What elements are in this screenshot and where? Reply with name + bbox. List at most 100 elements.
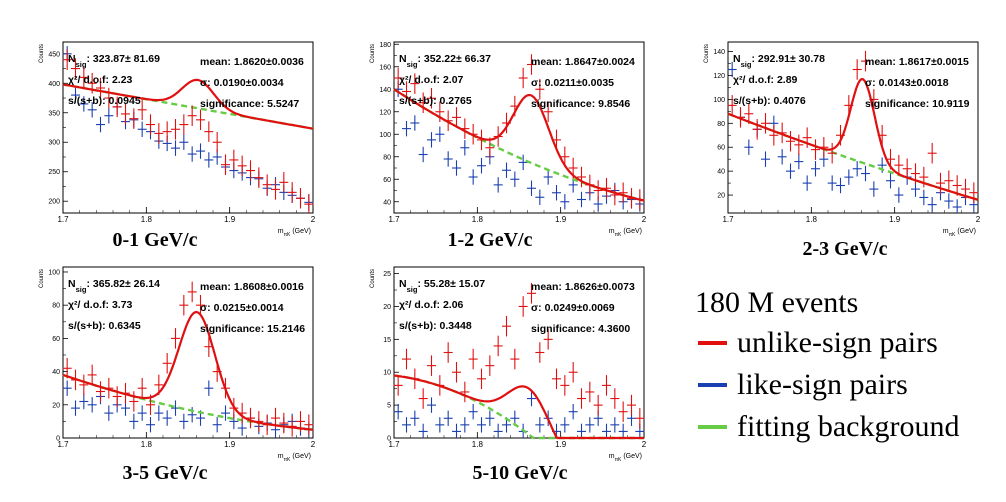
stat-mean: mean: 1.8608±0.0016: [200, 281, 304, 293]
y-tick-label: 160: [379, 64, 391, 71]
y-tick-label: 15: [383, 337, 391, 344]
stat-significance: significance: 9.8546: [531, 98, 630, 110]
signal-fit-curve: [727, 78, 979, 201]
stat-nsig: Nsig: 365.82± 26.14: [68, 278, 160, 294]
x-tick-label: 1.7: [388, 215, 400, 224]
x-tick-label: 1.9: [224, 440, 236, 449]
x-axis-label: mπK (GeV): [278, 453, 311, 463]
x-tick-label: 1.9: [889, 215, 901, 224]
x-tick-label: 1.7: [57, 440, 69, 449]
stat-significance: significance: 10.9119: [865, 98, 970, 110]
plot-panel-2: 40 60 80 100 120 140 160 180 1.7 1.8 1.9 2 Counts mπK…: [370, 41, 647, 251]
y-tick-label: 20: [52, 402, 60, 409]
plot-panel-4: 0 20 40 60 80 100 1.7 1.8 1.9 2 Counts mπK (GeV) Nsi…: [39, 266, 316, 484]
y-tick-label: 60: [52, 336, 60, 343]
y-tick-label: 120: [713, 73, 725, 80]
stat-signal-fraction: s/(s+b): 0.2765: [399, 95, 472, 107]
y-tick-label: 25: [383, 271, 391, 278]
y-tick-label: 400: [48, 81, 60, 88]
y-tick-label: 20: [383, 304, 391, 311]
plot-panel-1: 200 250 300 350 400 450 1.7 1.8 1.9 2 Counts mπK (G…: [39, 41, 316, 251]
panel-caption: 2-3 GeV/c: [803, 238, 888, 260]
x-tick-label: 1.8: [141, 215, 153, 224]
stat-sigma: σ: 0.0249±0.0069: [531, 302, 615, 314]
x-tick-label: 1.7: [57, 215, 69, 224]
plot-panel-5: 0 5 10 15 20 25 1.7 1.8 1.9 2 Counts mπK (GeV) Nsig:…: [370, 266, 647, 484]
panel-caption: 0-1 GeV/c: [113, 229, 198, 251]
stat-sigma: σ: 0.0211±0.0035: [531, 77, 614, 89]
stat-signal-fraction: s/(s+b): 0.4076: [733, 95, 806, 107]
y-tick-label: 10: [383, 370, 391, 377]
y-tick-label: 40: [717, 169, 725, 176]
x-tick-label: 1.7: [722, 215, 734, 224]
stat-nsig: Nsig: 292.91± 30.78: [733, 53, 825, 69]
signal-fit-curve: [62, 310, 314, 431]
stat-significance: significance: 4.3600: [531, 323, 630, 335]
legend-label-1: unlike-sign pairs: [737, 326, 938, 359]
y-tick-label: 350: [48, 110, 60, 117]
x-tick-label: 1.7: [388, 440, 400, 449]
y-tick-label: 200: [48, 199, 60, 206]
stat-sigma: σ: 0.0143±0.0018: [865, 77, 949, 89]
stat-mean: mean: 1.8647±0.0024: [531, 56, 635, 68]
y-tick-label: 60: [717, 145, 725, 152]
x-tick-label: 1.9: [224, 215, 236, 224]
y-tick-label: 60: [383, 177, 391, 184]
stat-significance: significance: 5.5247: [200, 98, 299, 110]
x-axis-label: mπK (GeV): [609, 228, 642, 238]
x-tick-label: 1.8: [472, 215, 484, 224]
y-tick-label: 140: [713, 49, 725, 56]
x-tick-label: 1.8: [472, 440, 484, 449]
signal-fit-curve: [62, 78, 314, 130]
y-tick-label: 100: [713, 97, 725, 104]
plot-frame: [62, 266, 314, 439]
y-axis-label: Counts: [39, 269, 45, 288]
legend: 180 M events unlike-sign pairs like-sign p…: [695, 286, 959, 443]
stat-chi2: χ²/ d.o.f: 2.07: [399, 74, 464, 86]
panel-caption: 5-10 GeV/c: [473, 462, 568, 484]
x-tick-label: 2: [642, 215, 647, 224]
x-tick-label: 1.8: [141, 440, 153, 449]
y-tick-label: 120: [379, 109, 391, 116]
stat-significance: significance: 15.2146: [200, 323, 305, 335]
y-axis-label: Counts: [370, 269, 376, 288]
y-tick-label: 100: [48, 269, 60, 276]
y-tick-label: 80: [717, 121, 725, 128]
stat-chi2: χ²/ d.o.f: 2.89: [733, 74, 798, 86]
stat-signal-fraction: s/(s+b): 0.6345: [68, 320, 141, 332]
x-axis-label: mπK (GeV): [609, 453, 642, 463]
x-tick-label: 2: [311, 440, 316, 449]
stat-sigma: σ: 0.0190±0.0034: [200, 77, 284, 89]
stat-mean: mean: 1.8626±0.0073: [531, 281, 635, 293]
x-tick-label: 1.9: [555, 215, 567, 224]
stat-chi2: χ²/ d.o.f: 2.23: [68, 74, 133, 86]
y-tick-label: 80: [52, 303, 60, 310]
y-axis-label: Counts: [704, 44, 710, 63]
stat-nsig: Nsig: 55.28± 15.07: [399, 278, 485, 294]
x-tick-label: 1.9: [555, 440, 567, 449]
stat-signal-fraction: s/(s+b): 0.0945: [68, 95, 141, 107]
plot-frame: [727, 41, 979, 214]
stat-mean: mean: 1.8617±0.0015: [865, 56, 969, 68]
stat-chi2: χ²/ d.o.f: 2.06: [399, 299, 464, 311]
stat-signal-fraction: s/(s+b): 0.3448: [399, 320, 472, 332]
plot-panel-3: 20 40 60 80 100 120 140 1.7 1.8 1.9 2 Counts mπK (Ge…: [704, 41, 981, 260]
legend-label-3: fitting background: [737, 410, 959, 443]
x-axis-label: mπK (GeV): [943, 228, 976, 238]
y-tick-label: 0: [387, 436, 391, 443]
signal-fit-curve: [393, 374, 644, 440]
y-tick-label: 250: [48, 169, 60, 176]
x-tick-label: 2: [311, 215, 316, 224]
y-tick-label: 80: [383, 154, 391, 161]
panel-caption: 1-2 GeV/c: [448, 229, 533, 251]
y-tick-label: 100: [379, 132, 391, 139]
stat-nsig: Nsig: 323.87± 81.69: [68, 53, 160, 69]
x-tick-label: 2: [642, 440, 647, 449]
y-axis-label: Counts: [39, 44, 45, 63]
y-tick-label: 180: [379, 42, 391, 49]
y-tick-label: 0: [56, 436, 60, 443]
x-axis-label: mπK (GeV): [278, 228, 311, 238]
legend-events: 180 M events: [695, 286, 858, 319]
y-tick-label: 40: [383, 199, 391, 206]
